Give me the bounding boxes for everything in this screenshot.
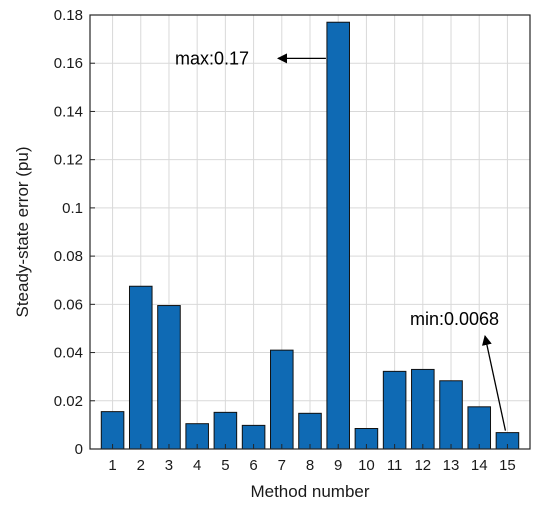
- x-tick-label: 7: [278, 457, 286, 474]
- y-tick-label: 0.04: [54, 345, 83, 362]
- y-tick-label: 0.02: [54, 393, 83, 410]
- bar-14: [467, 406, 492, 450]
- y-tick-label: 0.06: [54, 296, 83, 313]
- bar-12: [411, 368, 435, 450]
- x-tick-label: 10: [358, 457, 375, 474]
- x-tick-label: 6: [249, 457, 257, 474]
- y-axis-label: Steady-state error (pu): [13, 146, 32, 317]
- x-tick-label: 5: [221, 457, 229, 474]
- y-tick-label: 0.16: [54, 55, 83, 72]
- y-tick-label: 0: [75, 441, 83, 458]
- x-tick-label: 12: [414, 457, 431, 474]
- y-tick-label: 0.1: [62, 200, 83, 217]
- y-tick-label: 0.12: [54, 152, 83, 169]
- bar-1: [100, 411, 125, 450]
- bar-11: [382, 370, 407, 450]
- bar-7: [270, 349, 294, 450]
- x-tick-label: 2: [137, 457, 145, 474]
- min-annotation-arrow: [482, 335, 507, 431]
- y-tick-label: 0.14: [54, 103, 83, 120]
- x-tick-label: 1: [108, 457, 116, 474]
- grid-lines: [90, 15, 530, 449]
- min-annotation-label: min:0.0068: [410, 309, 499, 329]
- x-axis-label: Method number: [250, 482, 369, 501]
- y-tick-label: 0.08: [54, 248, 83, 265]
- bar-8: [298, 412, 322, 450]
- y-axis-ticks: 0 0.02 0.04 0.06 0.08 0.1 0.12 0.14 0.16 0.18: [54, 7, 95, 458]
- y-tick-label: 0.18: [54, 7, 83, 24]
- bar-5: [213, 411, 238, 450]
- bar-series: [100, 21, 520, 450]
- x-tick-label: 14: [471, 457, 488, 474]
- bar-9: [326, 21, 350, 450]
- max-annotation-label: max:0.17: [175, 48, 249, 68]
- x-tick-label: 8: [306, 457, 314, 474]
- x-tick-label: 15: [499, 457, 516, 474]
- bar-2: [128, 285, 153, 450]
- x-tick-label: 11: [387, 457, 403, 474]
- bar-13: [439, 380, 463, 450]
- annotations: max:0.17 min:0.0068: [175, 48, 507, 431]
- x-tick-label: 9: [334, 457, 342, 474]
- bar-3: [157, 305, 181, 450]
- x-axis-ticks: 1 2 3 4 5 6 7 8 9 10 11 12 13 14 15: [108, 444, 516, 474]
- x-tick-label: 13: [443, 457, 460, 474]
- x-tick-label: 3: [165, 457, 173, 474]
- x-tick-label: 4: [193, 457, 201, 474]
